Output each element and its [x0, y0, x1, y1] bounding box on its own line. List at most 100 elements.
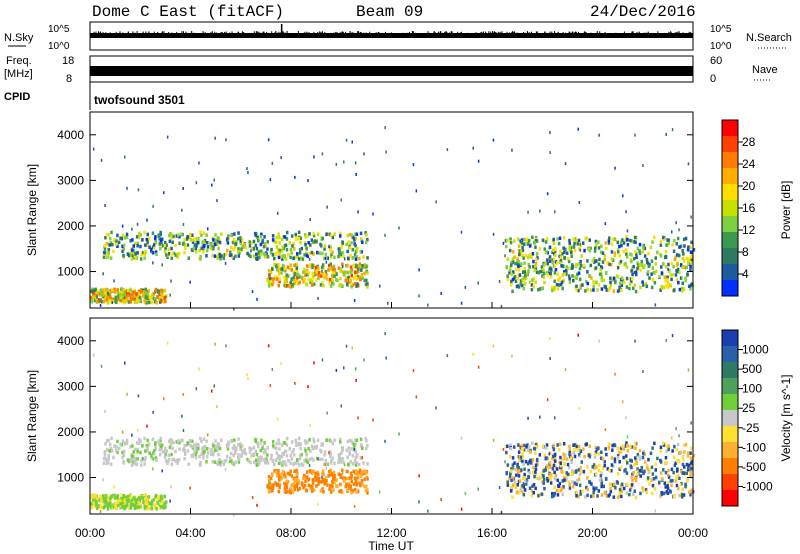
power-echo-cell	[106, 298, 110, 303]
velocity-echo-cell	[195, 450, 198, 454]
nsky-noise-mark	[623, 31, 625, 34]
velocity-noise-cell	[277, 417, 279, 421]
velocity-echo-cell	[506, 463, 510, 467]
velocity-echo-cell	[97, 504, 101, 508]
velocity-echo-cell	[283, 460, 286, 464]
velocity-echo-cell	[119, 504, 123, 508]
power-echo-cell	[170, 246, 173, 251]
velocity-noise-cell	[356, 488, 358, 492]
velocity-noise-cell	[213, 384, 215, 388]
nsky-noise-mark	[349, 31, 351, 33]
nsky-noise-mark	[676, 31, 678, 34]
power-echo-cell	[126, 252, 130, 256]
power-echo-cell	[290, 251, 293, 255]
power-echo-cell	[338, 247, 342, 251]
power-echo-cell	[591, 259, 594, 263]
velocity-echo-cell	[332, 470, 336, 475]
power-echo-cell	[352, 256, 355, 260]
nsky-noise-mark	[320, 31, 322, 34]
velocity-echo-cell	[675, 475, 679, 480]
velocity-echo-cell	[538, 493, 542, 497]
velocity-echo-cell	[199, 463, 202, 467]
velocity-echo-cell	[630, 465, 633, 470]
nsky-noise-mark	[381, 32, 383, 35]
nsky-noise-mark	[501, 31, 503, 34]
velocity-noise-cell	[511, 354, 513, 358]
velocity-noise-cell	[146, 424, 148, 428]
power-echo-cell	[127, 253, 131, 258]
velocity-echo-cell	[672, 455, 676, 459]
velocity-echo-cell	[272, 483, 275, 487]
nsky-noise-mark	[151, 33, 153, 35]
power-echo-cell	[620, 243, 623, 248]
velocity-noise-cell	[309, 424, 311, 427]
power-echo-cell	[333, 232, 336, 236]
velocity-echo-cell	[313, 475, 317, 479]
nsky-noise-mark	[574, 32, 576, 35]
velocity-echo-cell	[594, 445, 598, 450]
velocity-echo-cell	[354, 438, 357, 442]
velocity-echo-cell	[634, 495, 638, 500]
power-echo-cell	[594, 244, 598, 248]
velocity-echo-cell	[146, 446, 149, 450]
power-echo-cell	[105, 288, 109, 292]
velocity-echo-cell	[143, 436, 146, 441]
velocity-noise-cell	[345, 344, 348, 348]
velocity-echo-cell	[573, 447, 576, 452]
velocity-echo-cell	[131, 444, 134, 448]
power-noise-cell	[321, 269, 323, 273]
velocity-echo-cell	[328, 487, 331, 491]
velocity-echo-cell	[130, 457, 134, 461]
power-echo-cell	[523, 261, 526, 265]
velocity-echo-cell	[559, 463, 563, 468]
power-echo-cell	[113, 290, 117, 294]
velocity-echo-cell	[107, 438, 110, 443]
power-noise-cell	[504, 254, 506, 258]
power-echo-cell	[354, 273, 357, 278]
velocity-echo-cell	[123, 442, 127, 446]
velocity-echo-cell	[633, 476, 637, 481]
power-echo-cell	[687, 260, 690, 264]
velocity-echo-cell	[607, 445, 611, 449]
velocity-echo-cell	[574, 469, 578, 474]
power-noise-cell	[321, 152, 324, 156]
velocity-echo-cell	[681, 495, 684, 499]
power-echo-cell	[658, 274, 661, 279]
velocity-echo-cell	[601, 466, 605, 470]
velocity-echo-cell	[92, 496, 95, 501]
power-echo-cell	[341, 251, 344, 255]
velocity-echo-cell	[284, 475, 287, 479]
velocity-echo-cell	[508, 454, 512, 459]
velocity-echo-cell	[692, 454, 696, 458]
power-echo-cell	[654, 256, 657, 260]
velocity-echo-cell	[216, 462, 219, 466]
power-echo-cell	[329, 267, 332, 271]
velocity-echo-cell	[247, 459, 251, 463]
velocity-echo-cell	[91, 493, 94, 498]
velocity-echo-cell	[359, 437, 363, 442]
velocity-echo-cell	[202, 450, 205, 455]
power-noise-cell	[250, 249, 252, 253]
velocity-echo-cell	[616, 446, 619, 451]
power-echo-cell	[145, 237, 149, 242]
power-echo-cell	[630, 259, 633, 264]
velocity-echo-cell	[307, 447, 310, 451]
power-echo-cell	[261, 240, 264, 245]
power-echo-cell	[130, 257, 134, 261]
velocity-echo-cell	[144, 493, 147, 498]
nsky-noise-mark	[242, 32, 244, 35]
velocity-echo-cell	[366, 491, 369, 495]
nsky-noise-mark	[460, 31, 462, 34]
power-echo-cell	[339, 269, 342, 273]
velocity-echo-cell	[109, 496, 112, 501]
power-echo-cell	[516, 277, 519, 281]
power-noise-cell	[267, 138, 270, 142]
power-echo-cell	[517, 259, 520, 264]
velocity-echo-cell	[341, 457, 344, 461]
velocity-echo-cell	[189, 443, 192, 448]
velocity-echo-cell	[527, 475, 530, 479]
velocity-echo-cell	[642, 451, 645, 456]
velocity-echo-cell	[620, 489, 623, 494]
velocity-noise-cell	[126, 392, 128, 396]
